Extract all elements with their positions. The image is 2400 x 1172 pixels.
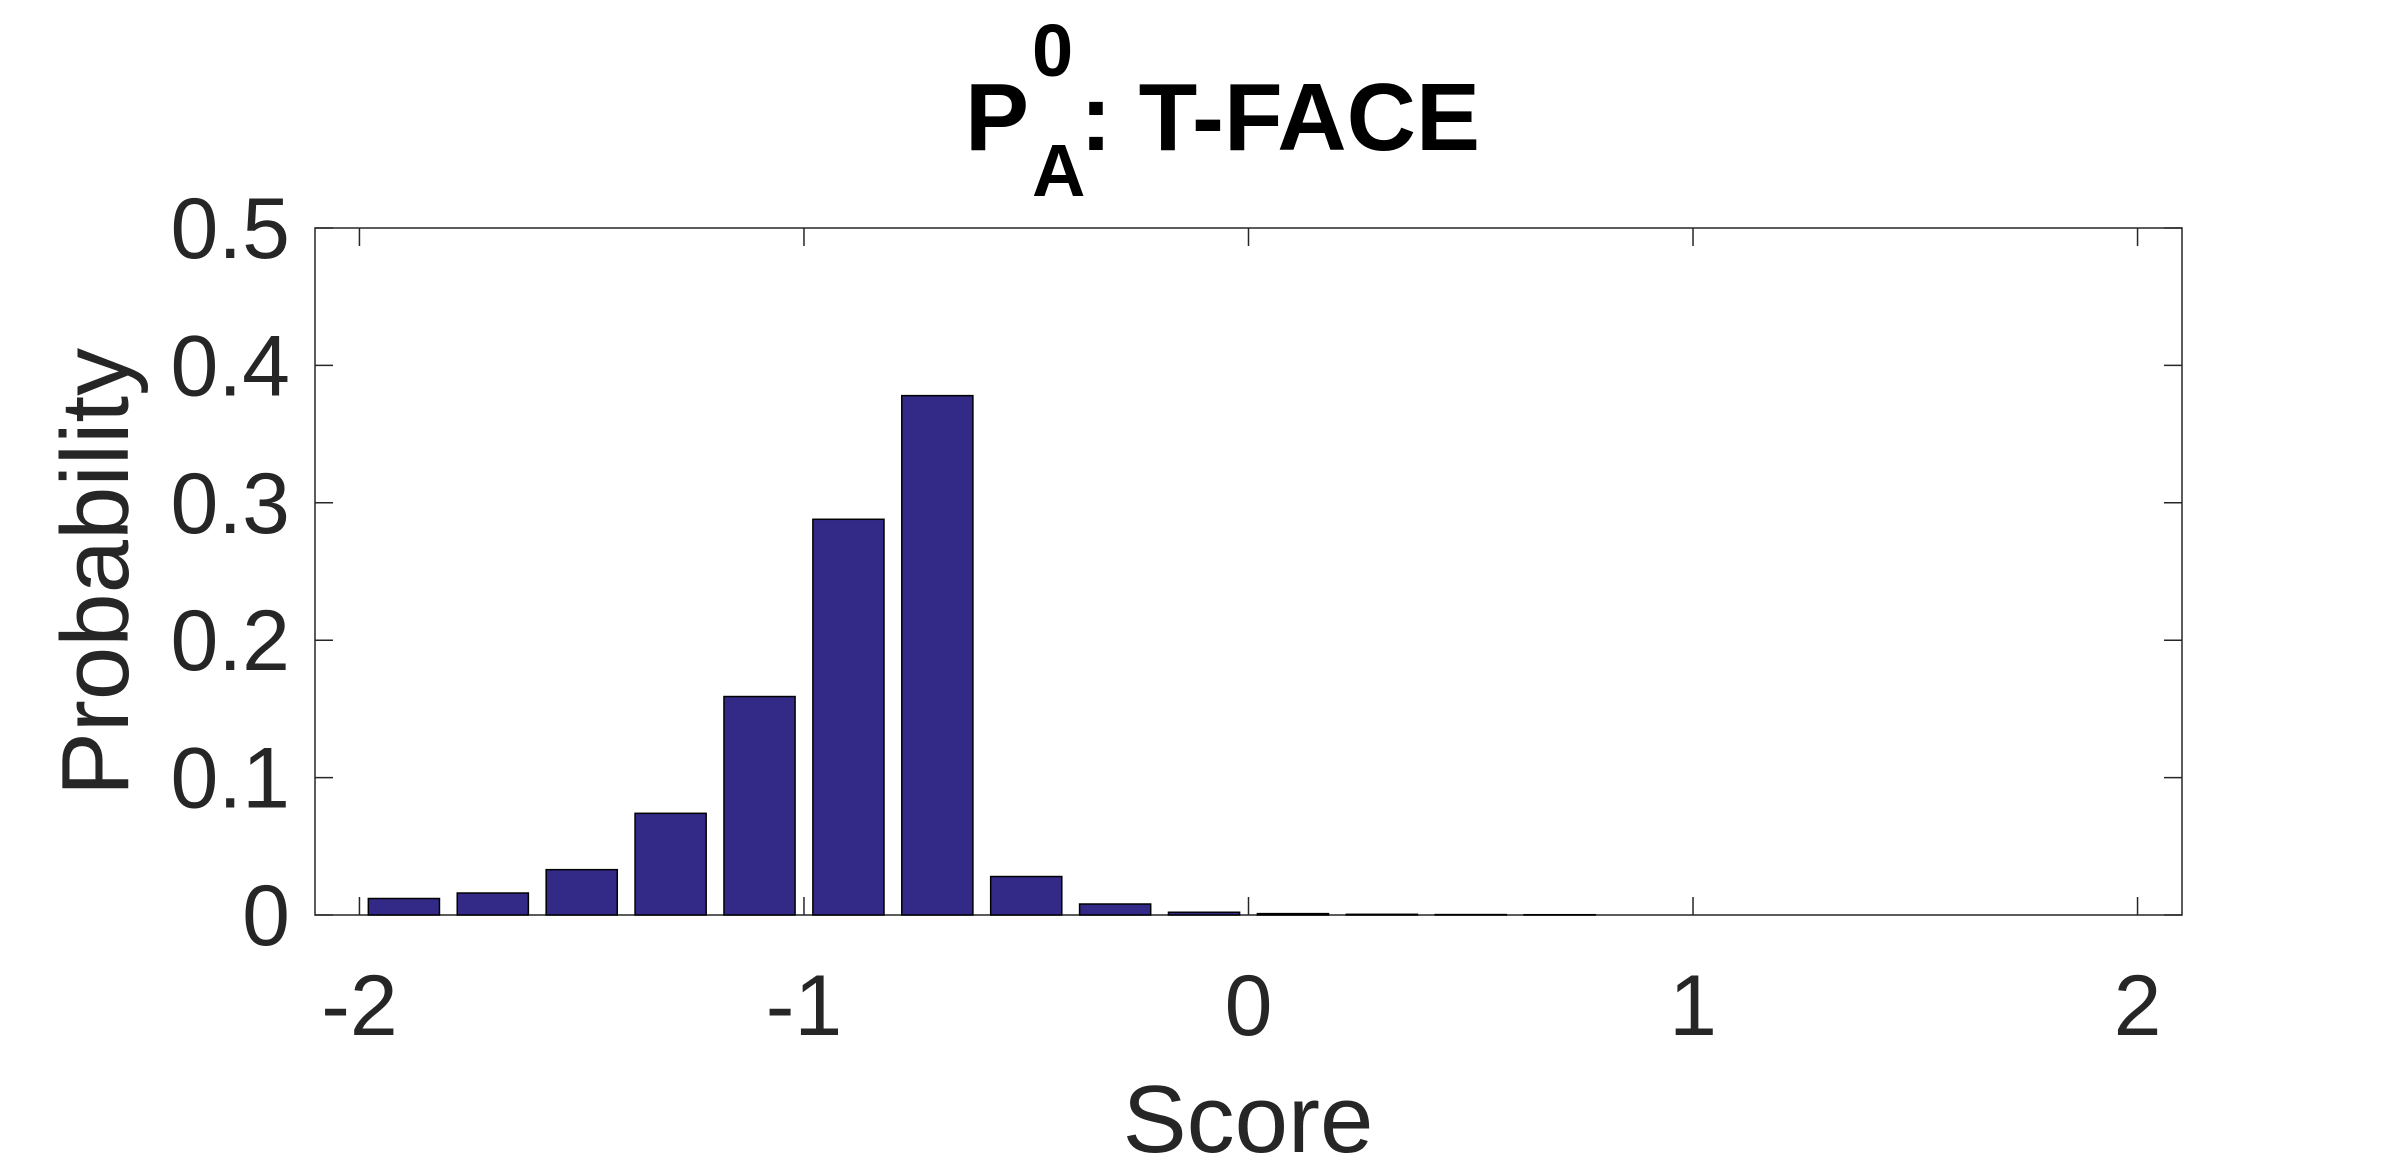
histogram-bar	[1167, 911, 1241, 916]
histogram-bar	[1078, 903, 1152, 916]
histogram-bar	[989, 875, 1063, 916]
y-tick-label: 0.5	[170, 181, 290, 277]
tick-marks	[315, 227, 2182, 916]
histogram-bar	[812, 518, 885, 916]
x-tick-label: 2	[2114, 958, 2162, 1054]
y-tick-label: 0	[242, 868, 290, 964]
histogram-bar	[1345, 913, 1419, 916]
histogram-bar	[901, 394, 974, 916]
x-tick-label: 1	[1669, 958, 1717, 1054]
bars	[367, 394, 1596, 916]
y-tick-label: 0.4	[170, 318, 290, 414]
histogram-bar	[634, 812, 707, 916]
x-tick-label: 0	[1225, 958, 1273, 1054]
x-tick-labels: -2 -1 0 1 2	[321, 958, 2161, 1054]
histogram-bar	[723, 695, 796, 916]
histogram-bar	[456, 892, 530, 916]
y-tick-label: 0.3	[170, 456, 290, 552]
histogram-bar	[545, 868, 619, 916]
plot-area	[314, 227, 2183, 916]
svg-text:P: P	[965, 64, 1029, 171]
x-axis-label: Score	[1123, 1066, 1374, 1172]
title-subscript: A	[1032, 129, 1085, 212]
histogram-bar	[367, 897, 441, 916]
title-rest: : T-FACE	[1080, 64, 1480, 171]
chart-title: P 0 A : T-FACE	[965, 9, 1480, 212]
x-tick-label: -2	[321, 958, 397, 1054]
y-tick-label: 0.1	[170, 731, 290, 827]
title-main: P	[965, 64, 1029, 171]
x-tick-label: -1	[766, 958, 842, 1054]
y-tick-label: 0.2	[170, 593, 290, 689]
y-axis-label: Probability	[42, 348, 149, 796]
histogram-bar	[1256, 912, 1330, 916]
title-superscript: 0	[1032, 9, 1073, 92]
y-tick-labels: 0 0.1 0.2 0.3 0.4 0.5	[170, 181, 290, 964]
